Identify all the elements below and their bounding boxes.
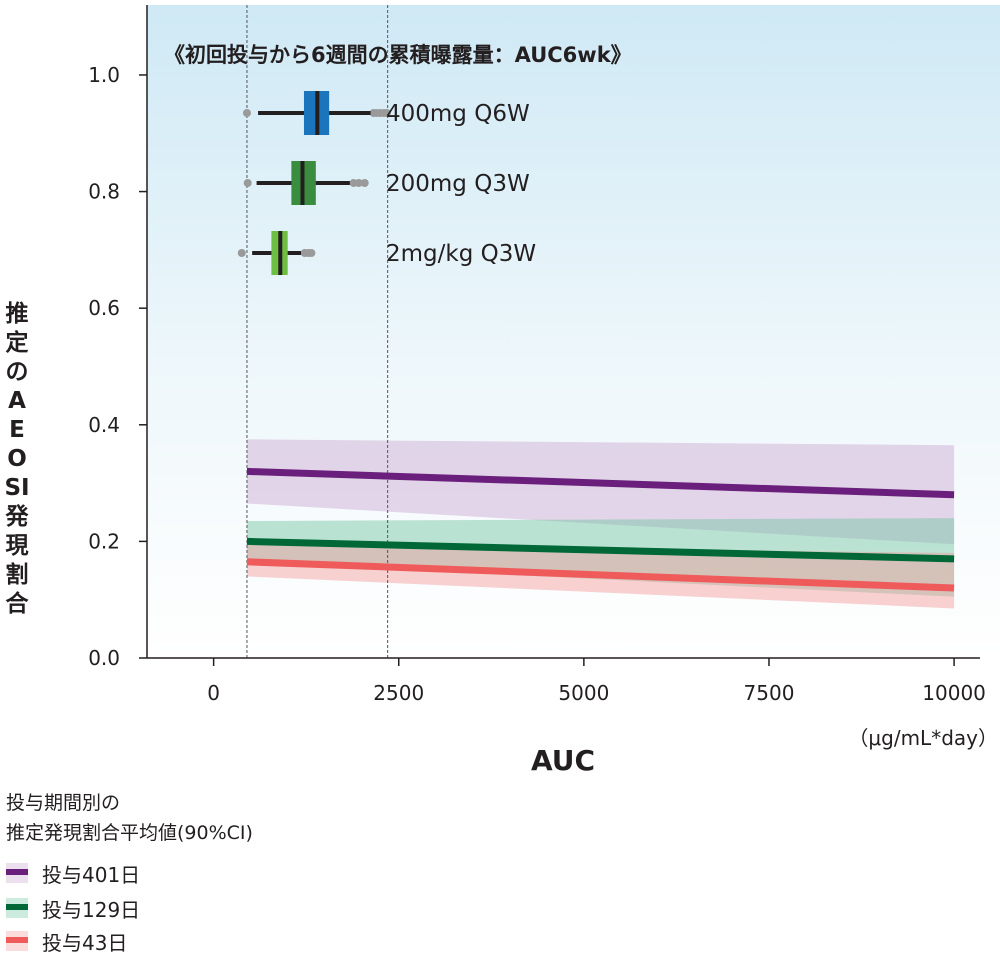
mean-line-1 bbox=[246, 537, 955, 563]
y-tick-label: 0.4 bbox=[88, 413, 120, 437]
outlier-point bbox=[243, 179, 252, 187]
legend-label-129: 投与129日 bbox=[42, 897, 141, 922]
ci-band-0 bbox=[246, 439, 955, 545]
legend-title-line-2: 推定発現割合平均値(90%CI) bbox=[6, 822, 253, 844]
legend-item-43: 投与43日 bbox=[6, 926, 127, 956]
y-axis-title: 推定のAEOSI発現割合 bbox=[4, 301, 30, 617]
x-axis-title: AUC bbox=[531, 744, 595, 777]
x-tick-label: 0 bbox=[207, 681, 220, 705]
legend-swatch-43 bbox=[6, 931, 28, 951]
mean-line-0 bbox=[246, 467, 955, 499]
x-axis-unit: （μg/mL*day） bbox=[848, 726, 998, 750]
legend-item-129: 投与129日 bbox=[6, 893, 140, 923]
legend-title-line-1: 投与期間別の bbox=[6, 792, 121, 814]
y-tick-label: 0.6 bbox=[88, 296, 120, 320]
x-tick-label: 2500 bbox=[373, 681, 424, 705]
x-tick-label: 7500 bbox=[744, 681, 795, 705]
box-label: 2mg/kg Q3W bbox=[386, 241, 536, 267]
y-tick-label: 0.8 bbox=[88, 180, 120, 204]
outlier-point bbox=[237, 249, 246, 257]
legend-label-43: 投与43日 bbox=[42, 930, 128, 955]
y-tick-label: 1.0 bbox=[88, 63, 120, 87]
box-label: 200mg Q3W bbox=[386, 171, 530, 197]
legend-swatch-401 bbox=[6, 863, 28, 883]
outlier-point bbox=[360, 179, 369, 187]
legend-swatch-129 bbox=[6, 898, 28, 918]
outlier-point bbox=[354, 179, 363, 187]
y-tick-label: 0.2 bbox=[88, 529, 120, 553]
legend-label-401: 投与401日 bbox=[42, 862, 141, 887]
legend-item-401: 投与401日 bbox=[6, 858, 140, 888]
y-tick-label: 0.0 bbox=[88, 646, 120, 670]
x-tick-label: 10000 bbox=[922, 681, 986, 705]
mean-line-2 bbox=[246, 558, 955, 592]
box-label: 400mg Q6W bbox=[386, 101, 530, 127]
inset-title: 《初回投与から6週間の累積曝露量：AUC6wk》 bbox=[164, 43, 632, 67]
x-tick-label: 5000 bbox=[558, 681, 609, 705]
outlier-point bbox=[242, 109, 251, 117]
outlier-point bbox=[382, 109, 391, 117]
outlier-point bbox=[307, 249, 316, 257]
ci-band-1 bbox=[246, 518, 955, 597]
